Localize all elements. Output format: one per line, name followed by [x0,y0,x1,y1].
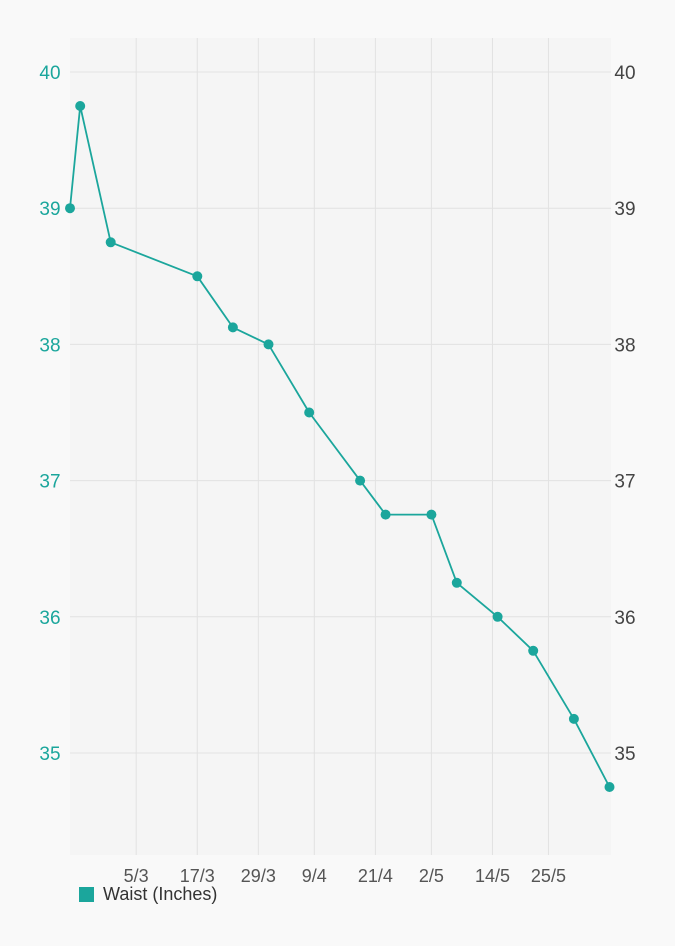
data-point [65,203,75,214]
legend-label: Waist (Inches) [103,884,218,904]
y-axis-left: 35 36 37 38 39 40 [39,63,60,765]
data-point [355,475,366,486]
y-tick-label-left: 39 [39,199,60,220]
x-tick-label: 5/3 [124,866,149,886]
y-tick-label-left: 40 [39,63,60,84]
y-tick-label-right: 35 [614,744,635,765]
y-tick-label-right: 40 [614,63,635,84]
x-tick-label: 9/4 [302,866,327,886]
series-waist [65,101,615,792]
x-tick-label: 21/4 [358,866,393,886]
data-point [192,271,203,282]
data-point [451,577,462,588]
data-point [604,782,615,792]
legend-swatch [79,887,94,902]
data-point [528,645,539,656]
plot-area [70,38,611,855]
x-tick-label: 17/3 [180,866,215,886]
y-tick-label-right: 36 [614,608,635,629]
y-tick-label-right: 38 [614,335,635,356]
y-tick-label-left: 36 [39,608,60,629]
data-point [304,407,315,418]
data-point [492,611,503,622]
data-point [263,339,274,350]
data-point [227,322,238,333]
data-point [75,101,86,111]
data-point [105,237,116,248]
y-tick-label-right: 39 [614,199,635,220]
x-tick-label: 2/5 [419,866,444,886]
y-tick-label-left: 38 [39,335,60,356]
y-tick-label-left: 35 [39,744,60,765]
data-point [380,509,391,520]
y-axis-right: 35 36 37 38 39 40 [614,63,635,765]
grid-lines [70,38,611,855]
y-tick-label-left: 37 [39,472,60,493]
legend: Waist (Inches) [79,884,217,905]
data-point [426,509,437,520]
x-tick-label: 25/5 [531,866,566,886]
data-point [568,713,579,724]
x-tick-label: 29/3 [241,866,276,886]
x-tick-label: 14/5 [475,866,510,886]
y-tick-label-right: 37 [614,472,635,493]
x-axis: 5/3 17/3 29/3 9/4 21/4 2/5 14/5 25/5 [124,866,566,886]
